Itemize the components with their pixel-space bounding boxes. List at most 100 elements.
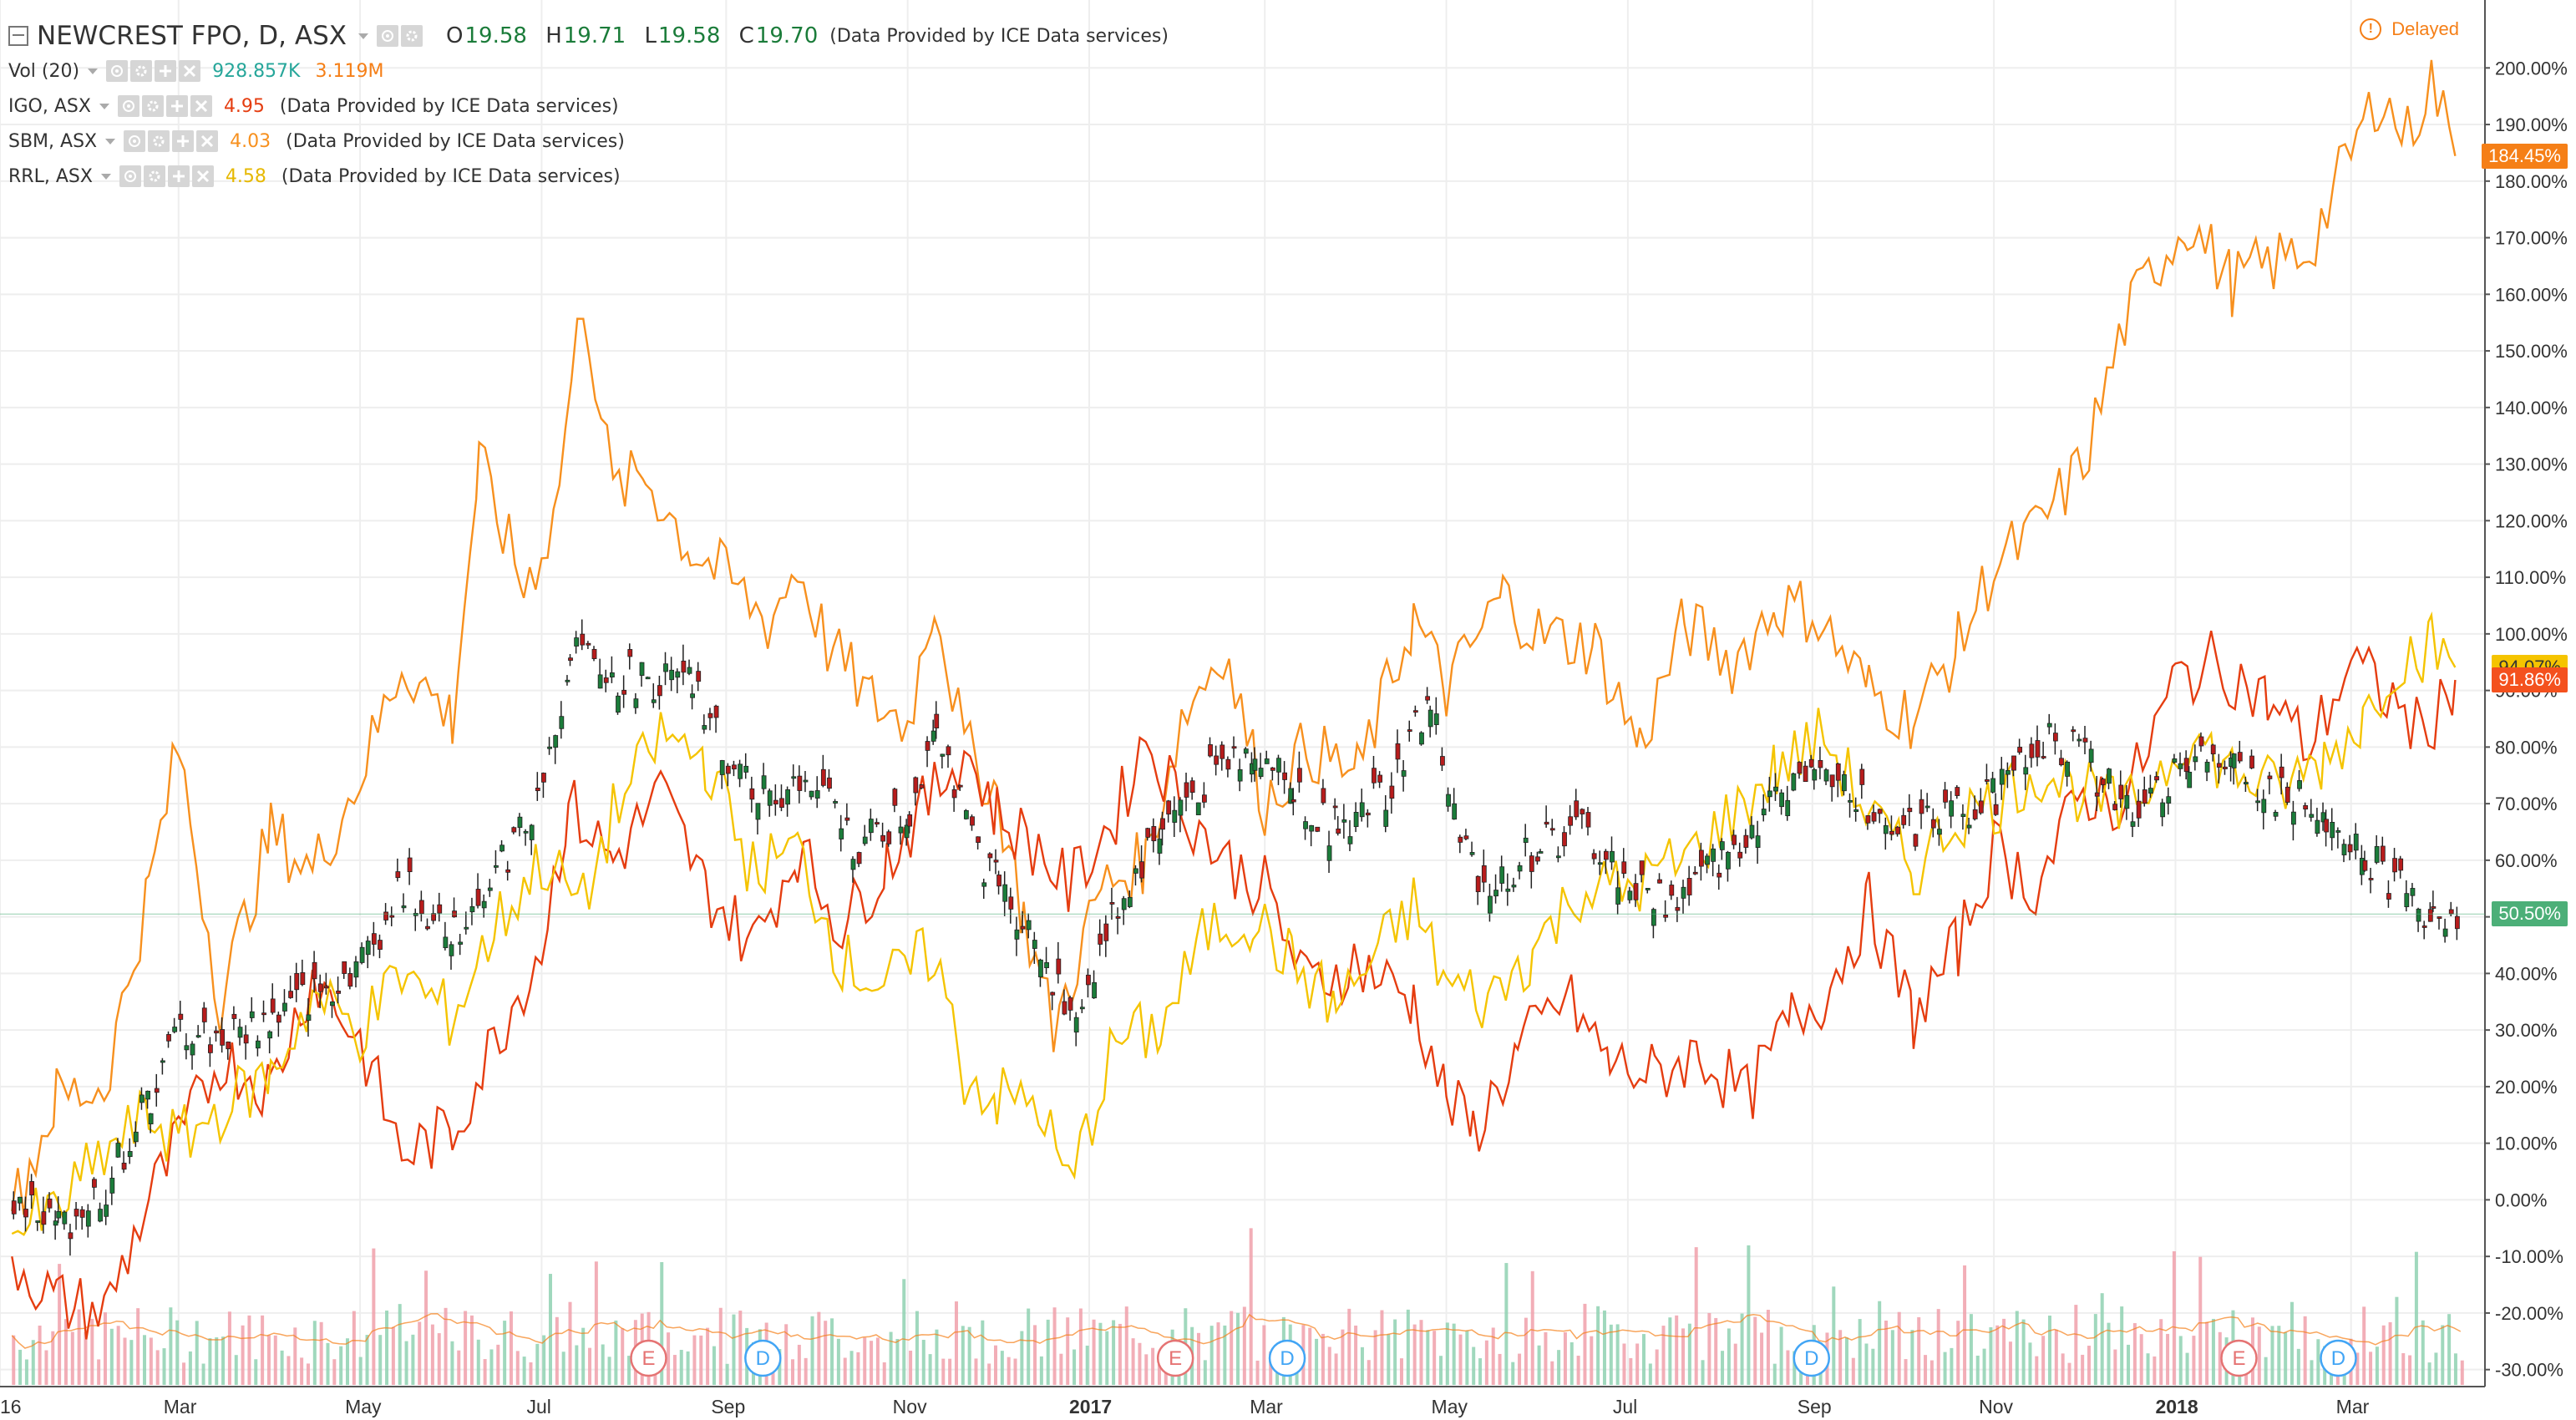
- candle-body: [1032, 940, 1037, 949]
- y-tick-label: 190.00%: [2495, 114, 2568, 135]
- sbm-symbol[interactable]: SBM, ASX: [8, 130, 98, 152]
- volume-bar: [948, 1358, 952, 1385]
- candle-body: [2198, 736, 2204, 747]
- chevron-down-icon[interactable]: [99, 103, 109, 109]
- volume-bar: [1124, 1306, 1128, 1385]
- chevron-down-icon[interactable]: [105, 138, 116, 145]
- volume-bar: [2381, 1325, 2386, 1385]
- candle-body: [365, 941, 371, 956]
- plus-icon[interactable]: [167, 165, 190, 187]
- volume-bar: [1635, 1343, 1640, 1385]
- volume-bar: [2434, 1352, 2438, 1385]
- eye-icon[interactable]: [117, 95, 139, 117]
- close-icon[interactable]: [191, 165, 214, 187]
- igo-symbol[interactable]: IGO, ASX: [8, 95, 91, 117]
- candle-body: [2035, 740, 2041, 758]
- y-tick-label: 120.00%: [2495, 510, 2568, 531]
- chevron-down-icon[interactable]: [100, 173, 111, 180]
- collapse-icon[interactable]: [8, 26, 28, 46]
- volume-bar: [2008, 1341, 2012, 1385]
- volume-bar: [1092, 1319, 1096, 1385]
- gear-icon[interactable]: [143, 165, 165, 187]
- candle-body: [511, 827, 517, 833]
- candle-body: [353, 961, 359, 978]
- close-icon[interactable]: [179, 60, 201, 82]
- candle-body: [951, 789, 957, 799]
- candle-body: [1002, 884, 1008, 902]
- candle-body: [898, 826, 904, 834]
- candle-body: [330, 1001, 335, 1007]
- volume-bar: [1242, 1306, 1246, 1385]
- chevron-down-icon[interactable]: [358, 33, 369, 39]
- volume-bar: [2388, 1321, 2392, 1385]
- volume-bar: [568, 1301, 572, 1385]
- candle-body: [669, 669, 675, 681]
- gear-icon[interactable]: [401, 25, 423, 47]
- volume-bar: [830, 1318, 834, 1385]
- volume-bar: [24, 1359, 28, 1385]
- vol-label[interactable]: Vol (20): [8, 60, 80, 82]
- event-marker-label: E: [641, 1347, 655, 1370]
- candle-body: [1184, 782, 1189, 798]
- volume-bar: [1118, 1323, 1122, 1385]
- chevron-down-icon[interactable]: [88, 68, 99, 74]
- candle-body: [2374, 846, 2380, 863]
- volume-bar: [1878, 1301, 1882, 1385]
- volume-bar: [1367, 1360, 1371, 1385]
- candle-body: [1597, 862, 1603, 865]
- volume-bar: [44, 1350, 48, 1385]
- eye-icon[interactable]: [377, 25, 399, 47]
- event-marker-label: E: [2232, 1347, 2245, 1370]
- plus-icon[interactable]: [172, 130, 195, 152]
- plus-icon[interactable]: [165, 95, 188, 117]
- candle-body: [1919, 799, 1924, 814]
- rrl-symbol[interactable]: RRL, ASX: [8, 165, 93, 187]
- volume-bar: [791, 1359, 795, 1385]
- gear-icon[interactable]: [141, 95, 164, 117]
- candle-body: [499, 844, 505, 852]
- candle-body: [1189, 780, 1195, 794]
- volume-bar: [63, 1319, 68, 1385]
- candle-body: [2404, 893, 2410, 908]
- candle-body: [1499, 866, 1505, 884]
- main-symbol[interactable]: NEWCREST FPO, D, ASX: [37, 21, 347, 51]
- volume-bar: [1209, 1326, 1214, 1385]
- volume-bar: [1098, 1322, 1103, 1385]
- candle-body: [1145, 828, 1151, 838]
- y-tick-label: 40.00%: [2495, 963, 2558, 984]
- close-label: C: [738, 23, 754, 48]
- candle-body: [1282, 772, 1287, 780]
- eye-icon[interactable]: [119, 165, 141, 187]
- volume-bar: [1196, 1332, 1200, 1385]
- event-marker: [2320, 1339, 2357, 1377]
- eye-icon[interactable]: [106, 60, 129, 82]
- vol-value-2: 3.119M: [315, 60, 384, 82]
- volume-bar: [1924, 1355, 1928, 1385]
- delayed-status[interactable]: ! Delayed: [2360, 18, 2459, 40]
- candle-body: [1303, 821, 1308, 829]
- gear-icon[interactable]: [148, 130, 170, 152]
- candle-body: [195, 1035, 201, 1037]
- volume-bar: [123, 1337, 127, 1385]
- gear-icon[interactable]: [130, 60, 153, 82]
- candle-body: [1419, 732, 1424, 745]
- eye-icon[interactable]: [124, 130, 146, 152]
- y-tick-label: 110.00%: [2495, 567, 2566, 588]
- plus-icon[interactable]: [155, 60, 177, 82]
- volume-bar: [201, 1363, 205, 1385]
- candle-body: [1705, 855, 1710, 865]
- volume-bar: [266, 1335, 271, 1385]
- close-icon[interactable]: [196, 130, 219, 152]
- volume-bar: [385, 1310, 389, 1385]
- candle-body: [449, 944, 454, 956]
- candle-body: [1115, 916, 1121, 919]
- candle-body: [1937, 829, 1942, 835]
- candle-body: [1231, 746, 1237, 749]
- volume-bar: [1760, 1332, 1764, 1385]
- close-icon[interactable]: [190, 95, 212, 117]
- candle-body: [505, 869, 511, 873]
- volume-bar: [358, 1357, 363, 1385]
- volume-bar: [784, 1324, 789, 1385]
